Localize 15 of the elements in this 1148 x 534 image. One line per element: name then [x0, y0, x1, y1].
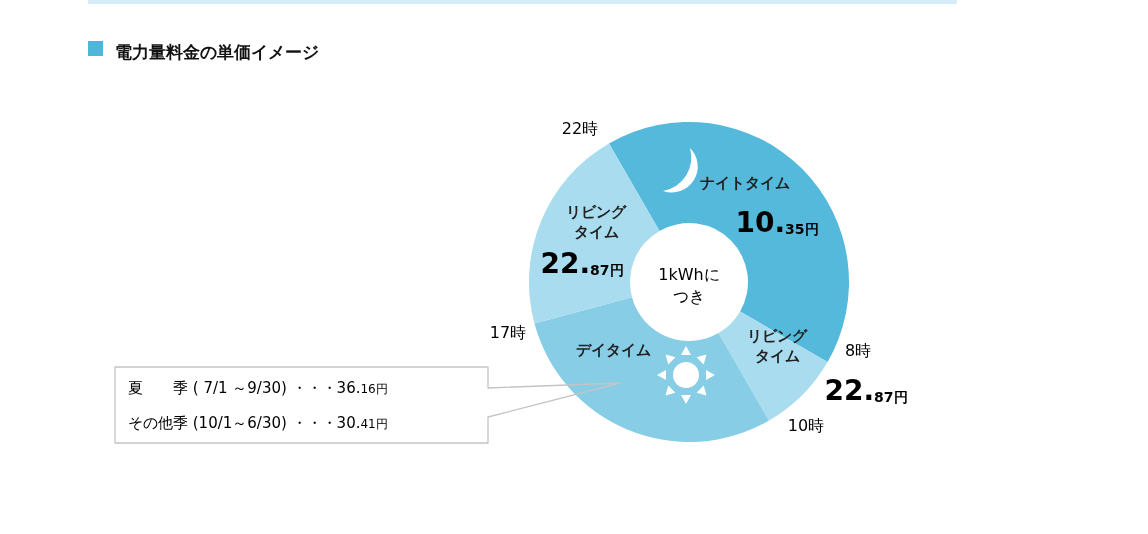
- text: 22時: [561, 118, 599, 138]
- text: 22.87円: [824, 373, 908, 407]
- text: 10.35円: [735, 205, 819, 239]
- slice-label: リビングタイム: [566, 203, 627, 241]
- slice-label: リビングタイム: [747, 327, 808, 365]
- text: 10時: [787, 415, 825, 435]
- slice-label: デイタイム: [575, 341, 651, 359]
- text: 電力量料金の単価イメージ: [115, 41, 319, 62]
- text: 17時: [489, 322, 527, 342]
- text: 1kWhにつき: [658, 264, 720, 306]
- slice-label: ナイトタイム: [700, 174, 790, 192]
- text: その他季 (10/1～6/30) ・・・30.41円: [128, 413, 388, 432]
- text: 8時: [844, 340, 872, 360]
- text: 夏 季 ( 7/1 ～9/30) ・・・36.16円: [128, 378, 388, 397]
- text: 22.87円: [540, 246, 624, 280]
